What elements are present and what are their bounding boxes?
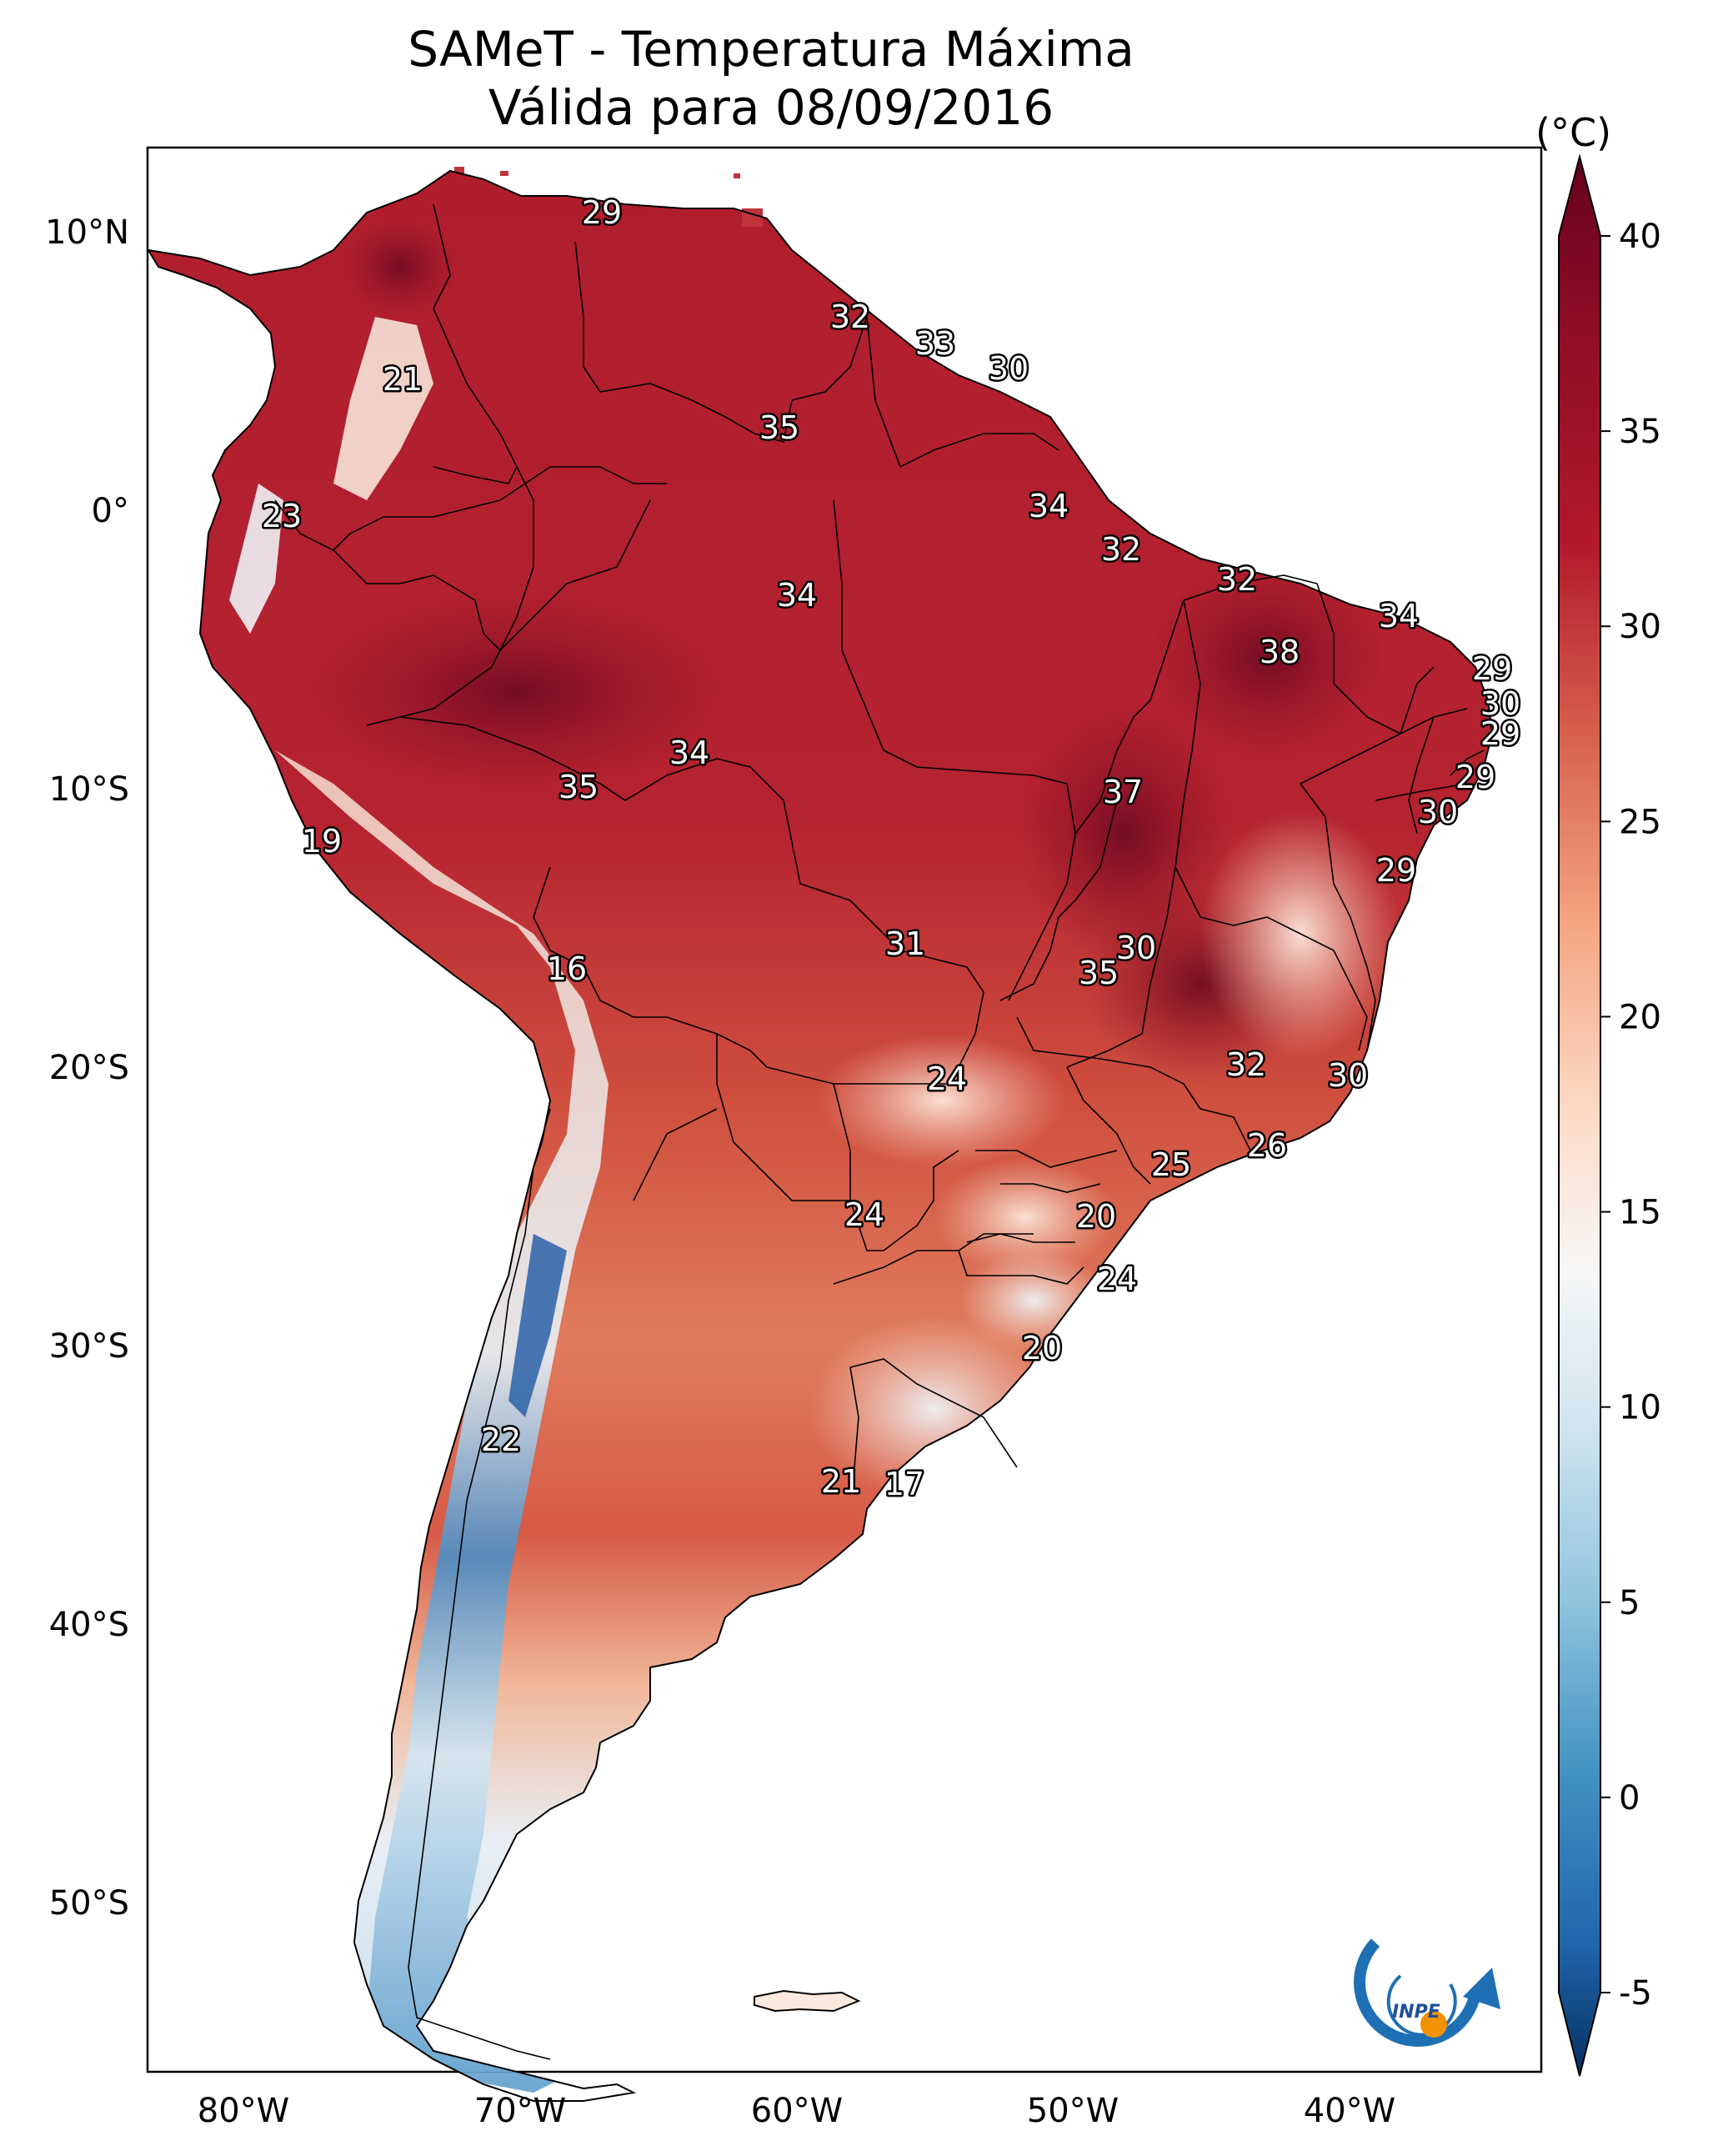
lat-label: 50°S [49,1884,129,1923]
contour-label: 20 [1022,1330,1062,1366]
contour-label: 25 [1151,1146,1191,1183]
colorbar: 40 35 30 25 20 15 10 5 0 -5 [1558,153,1661,2077]
lat-label: 0° [92,492,129,530]
lat-label: 10°N [45,213,129,252]
lat-label: 40°S [49,1606,129,1644]
lat-label: 30°S [49,1327,129,1366]
colorbar-tick-label: 40 [1619,218,1661,256]
contour-label: 30 [1328,1057,1368,1094]
contour-label: 19 [302,823,342,860]
lon-label: 70°W [474,2092,566,2130]
colorbar-tick-label: 0 [1619,1779,1640,1818]
contour-label: 30 [1418,794,1458,830]
lat-label: 20°S [49,1049,129,1087]
lon-label: 40°W [1304,2092,1395,2130]
colorbar-tick-label: -5 [1619,1974,1652,2013]
colorbar-tick-label: 10 [1619,1389,1661,1427]
inpe-logo-text: INPE [1392,2002,1440,2023]
contour-label: 20 [1076,1198,1116,1235]
contour-label: 34 [777,577,817,614]
contour-label: 31 [885,925,925,962]
colorbar-tick-label: 15 [1619,1194,1661,1232]
contour-label: 22 [481,1421,521,1458]
contour-label: 30 [989,350,1029,387]
contour-label: 30 [1116,930,1156,966]
colorbar-body [1558,153,1601,2077]
contour-label: 21 [821,1463,861,1500]
contour-label: 35 [1079,955,1119,991]
colorbar-tick-labels: 40 35 30 25 20 15 10 5 0 -5 [1619,218,1661,2013]
contour-label: 34 [1029,488,1069,524]
contour-label: 34 [1379,598,1419,634]
contour-label: 30 [1480,685,1520,722]
lon-label: 80°W [198,2092,289,2130]
colorbar-ticks [1600,235,1610,1993]
contour-label: 34 [669,735,709,771]
colorbar-tick-label: 30 [1619,608,1661,646]
contour-label: 16 [547,950,587,987]
colorbar-tick-label: 20 [1619,998,1661,1036]
contour-label: 35 [558,769,599,805]
falkland-islands [754,1989,861,2013]
contour-label: 35 [759,409,799,446]
contour-label: 32 [830,298,870,335]
lon-label: 60°W [751,2092,843,2130]
contour-label: 26 [1247,1127,1287,1164]
colorbar-unit: (°C) [1535,110,1612,155]
contour-label: 29 [582,194,622,231]
contour-label: 38 [1260,634,1300,670]
contour-label: 24 [1097,1261,1137,1297]
contour-label: 23 [262,498,302,534]
inpe-logo: INPE [1354,1938,1500,2047]
lat-axis: 10°N 0° 10°S 20°S 30°S 40°S 50°S [45,213,129,1923]
lon-label: 50°W [1027,2092,1119,2130]
country-borders [274,203,1485,2060]
contour-label: 32 [1226,1046,1266,1083]
contour-label: 24 [844,1196,884,1233]
lon-axis: 80°W 70°W 60°W 50°W 40°W [198,2092,1395,2130]
contour-labels: 29 32 33 30 21 35 34 23 32 34 32 34 38 2… [259,193,1522,1505]
lat-label: 10°S [49,770,129,809]
contour-label: 24 [927,1060,967,1097]
colorbar-tick-label: 5 [1619,1584,1640,1622]
contour-label: 29 [1376,852,1416,889]
contour-label: 32 [1217,561,1257,598]
colorbar-tick-label: 25 [1619,803,1661,841]
contour-label: 37 [1103,774,1143,810]
contour-label: 32 [1101,531,1141,568]
contour-label: 29 [1472,650,1512,687]
map-title-line1: SAMeT - Temperatura Máxima [408,21,1134,78]
contour-label: 29 [1455,759,1495,795]
contour-label: 29 [1480,715,1520,752]
map-title-line2: Válida para 08/09/2016 [488,79,1054,136]
colorbar-tick-label: 35 [1619,413,1661,451]
contour-label: 17 [884,1466,924,1502]
contour-label: 21 [383,361,423,398]
contour-label: 33 [915,325,955,362]
